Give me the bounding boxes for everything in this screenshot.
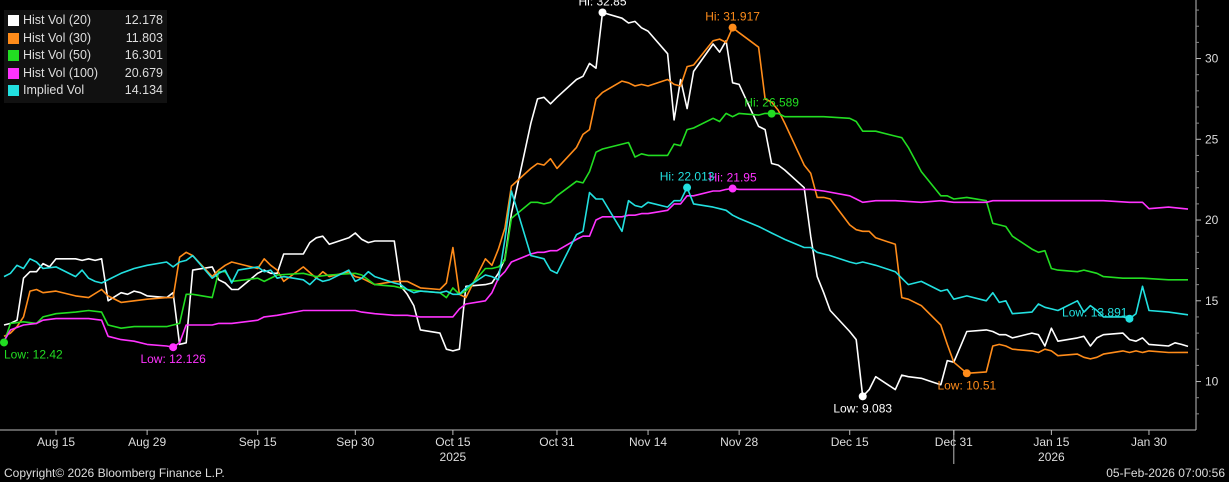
legend-series-name: Hist Vol (20): [23, 13, 92, 27]
legend-swatch: [8, 85, 19, 97]
y-tick-label: 25: [1205, 132, 1219, 146]
series-line-hist-vol-30: [3, 26, 1189, 375]
extreme-label: Hi: 21.95: [709, 171, 757, 185]
legend-series-value: 11.803: [125, 30, 163, 45]
legend-series-value: 14.134: [124, 83, 163, 97]
x-tick-label: Sep 15: [239, 435, 277, 449]
extreme-label: Hi: 22.013: [660, 170, 715, 184]
x-tick-label: Jan 30: [1131, 435, 1167, 449]
extreme-label: Hi: 31.917: [705, 10, 760, 24]
legend-series-name: Hist Vol (100): [23, 65, 99, 80]
year-label: 2026: [1038, 450, 1065, 464]
legend-item[interactable]: Hist Vol (100) 20.679: [8, 65, 163, 83]
legend-series-name: Hist Vol (30): [23, 30, 92, 45]
extreme-marker: [962, 369, 971, 378]
legend-swatch: [8, 32, 19, 44]
y-tick-label: 30: [1205, 52, 1219, 66]
year-label: 2025: [440, 450, 467, 464]
extreme-marker: [169, 343, 178, 352]
chart-legend: Hist Vol (20) 12.178 Hist Vol (30) 11.80…: [4, 10, 167, 103]
x-tick-label: Nov 14: [629, 435, 667, 449]
extreme-label: Hi: 32.85: [578, 0, 626, 8]
legend-series-value: 20.679: [124, 65, 163, 80]
x-tick-label: Dec 15: [831, 435, 869, 449]
extreme-label: Low: 13.891: [1062, 306, 1128, 320]
copyright-text: Copyright© 2026 Bloomberg Finance L.P.: [4, 466, 225, 480]
extreme-marker: [0, 338, 8, 347]
x-tick-label: Oct 15: [435, 435, 471, 449]
series-line-implied-vol: [3, 186, 1189, 320]
x-tick-label: Aug 15: [37, 435, 75, 449]
legend-item[interactable]: Implied Vol 14.134: [8, 82, 163, 100]
legend-item[interactable]: Hist Vol (50) 16.301: [8, 47, 163, 65]
legend-series-value: 16.301: [124, 48, 163, 62]
timestamp-text: 05-Feb-2026 07:00:56: [1106, 466, 1225, 480]
y-tick-label: 15: [1205, 294, 1219, 308]
extreme-marker: [683, 183, 692, 192]
extreme-label: Low: 9.083: [833, 401, 892, 415]
extreme-marker: [728, 23, 737, 32]
extreme-marker: [728, 184, 737, 193]
x-tick-label: Oct 31: [539, 435, 575, 449]
extreme-marker: [858, 392, 867, 401]
legend-swatch: [8, 67, 19, 79]
extreme-marker: [598, 8, 607, 17]
extreme-label: Low: 10.51: [937, 378, 996, 392]
series-line-hist-vol-50: [3, 112, 1188, 343]
extreme-label: Low: 12.42: [4, 347, 63, 361]
legend-item[interactable]: Hist Vol (20) 12.178: [8, 12, 163, 30]
y-tick-label: 20: [1205, 213, 1219, 227]
x-tick-label: Sep 30: [336, 435, 374, 449]
x-tick-label: Nov 28: [720, 435, 758, 449]
extreme-marker: [767, 109, 776, 118]
x-tick-label: Aug 29: [128, 435, 166, 449]
extreme-marker: [1125, 314, 1134, 323]
series-line-hist-vol-20: [3, 11, 1189, 398]
extreme-label: Hi: 26.589: [744, 96, 799, 110]
legend-item[interactable]: Hist Vol (30) 11.803: [8, 30, 163, 48]
legend-series-name: Implied Vol: [23, 83, 85, 97]
y-tick-label: 10: [1205, 375, 1219, 389]
legend-series-name: Hist Vol (50): [23, 48, 92, 62]
legend-series-value: 12.178: [124, 13, 163, 27]
extreme-label: Low: 12.126: [140, 352, 206, 366]
legend-swatch: [8, 50, 19, 62]
legend-swatch: [8, 15, 19, 27]
series-line-hist-vol-100: [3, 187, 1189, 348]
x-tick-label: Jan 15: [1033, 435, 1069, 449]
